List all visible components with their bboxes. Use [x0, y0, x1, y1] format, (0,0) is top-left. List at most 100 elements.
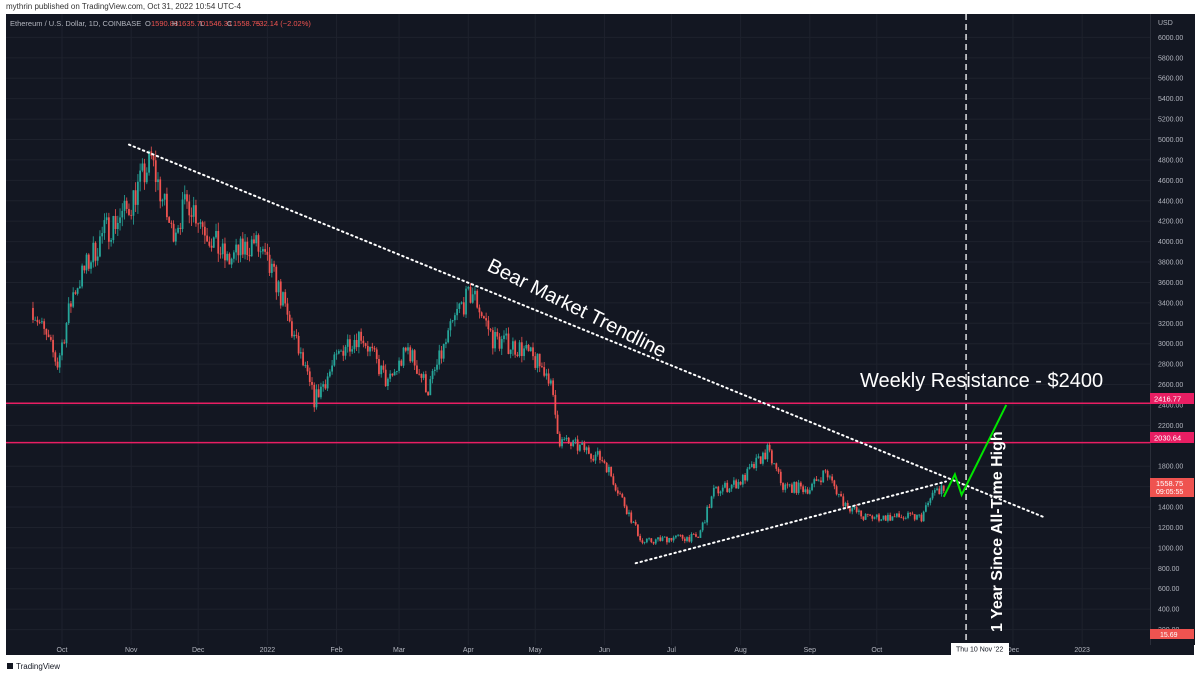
candle-body	[623, 497, 626, 507]
price-tick-label: 3800.00	[1158, 260, 1183, 267]
bear-market-trendline	[127, 143, 1046, 519]
candle-body	[782, 483, 784, 490]
candle-body	[549, 380, 552, 384]
candle-body	[61, 342, 63, 356]
candle-body	[518, 342, 521, 356]
candle-body	[672, 537, 675, 541]
candle-body	[860, 510, 863, 517]
candle-body	[212, 237, 215, 248]
candle-body	[619, 493, 621, 495]
candle-body	[326, 376, 329, 389]
candle-body	[328, 371, 331, 377]
candle-body	[313, 384, 316, 408]
candle-body	[257, 235, 260, 252]
time-tick-label: Mar	[393, 647, 406, 654]
candle-body	[523, 348, 525, 357]
candle-body	[232, 252, 235, 259]
candle-body	[183, 194, 186, 200]
candle-body	[545, 373, 548, 376]
price-tick-label: 1800.00	[1158, 464, 1183, 471]
candle-body	[567, 437, 570, 444]
candle-body	[228, 253, 231, 265]
low-label: L	[200, 19, 204, 28]
candle-body	[409, 347, 412, 362]
candle-body	[933, 489, 936, 493]
candle-body	[451, 320, 454, 322]
candle-body	[590, 453, 592, 459]
candle-body	[132, 190, 135, 216]
candles	[32, 146, 945, 545]
candle-body	[583, 442, 586, 451]
countdown-value: 09:05:55	[1156, 489, 1183, 496]
candle-body	[541, 366, 543, 368]
candle-body	[203, 226, 206, 236]
price-tick-label: 1000.00	[1158, 545, 1183, 552]
candle-body	[835, 486, 838, 495]
candle-body	[168, 217, 171, 223]
candle-body	[349, 339, 351, 352]
time-axis[interactable]	[6, 645, 1150, 655]
price-tick-label: 6000.00	[1158, 35, 1183, 42]
resistance-label-2416: 2416.77	[1154, 395, 1181, 404]
candle-body	[654, 539, 657, 544]
candle-body	[380, 365, 383, 375]
price-ticks: 6000.00 5800.00 5600.00 5400.00 5200.00 5000.…	[1158, 35, 1183, 634]
price-axis[interactable]	[1150, 14, 1195, 645]
candle-body	[34, 319, 37, 321]
candle-body	[139, 170, 142, 182]
candle-body	[898, 513, 900, 518]
candle-body	[206, 235, 208, 242]
candle-body	[657, 537, 659, 540]
candle-body	[215, 231, 217, 238]
resistance-label-2030: 2030.64	[1154, 434, 1181, 443]
candle-body	[422, 374, 425, 378]
candle-body	[674, 535, 677, 538]
tradingview-logo-icon	[7, 663, 13, 669]
footer-logo[interactable]: TradingView	[7, 662, 60, 671]
candle-body	[788, 484, 791, 486]
candle-body	[123, 200, 126, 211]
candle-body	[491, 330, 494, 349]
candle-body	[849, 508, 851, 512]
candle-body	[248, 254, 251, 257]
candle-body	[730, 484, 733, 489]
price-tick-label: 5400.00	[1158, 96, 1183, 103]
bottom-price-value: 15.69	[1160, 632, 1178, 639]
candle-body	[382, 365, 385, 370]
candle-body	[695, 534, 697, 537]
bottom-price-label: 15.69	[1150, 629, 1194, 639]
candle-body	[107, 217, 110, 242]
candle-body	[250, 239, 253, 257]
candle-body	[436, 364, 438, 370]
candle-body	[199, 222, 202, 224]
candle-body	[717, 486, 720, 494]
price-tick-label: 5600.00	[1158, 76, 1183, 83]
candle-body	[692, 534, 695, 535]
candle-body	[779, 471, 782, 484]
candle-body	[628, 512, 630, 515]
candle-body	[538, 353, 541, 367]
candle-body	[353, 339, 356, 350]
candle-body	[456, 308, 459, 316]
candle-body	[900, 517, 903, 519]
candle-body	[67, 303, 70, 324]
candle-body	[433, 369, 436, 371]
candle-body	[940, 485, 943, 495]
candle-body	[632, 521, 635, 523]
candle-body	[909, 512, 912, 514]
candle-body	[398, 360, 400, 371]
candle-body	[402, 347, 405, 366]
close-label: C	[227, 19, 233, 28]
candle-body	[891, 516, 894, 521]
candle-body	[92, 242, 95, 263]
price-tick-label: 4000.00	[1158, 239, 1183, 246]
candle-body	[817, 480, 820, 482]
candle-body	[858, 510, 860, 513]
time-tick-label: Oct	[57, 647, 68, 654]
candle-body	[378, 359, 380, 375]
candle-body	[270, 263, 273, 273]
candle-body	[572, 440, 575, 446]
candle-body	[884, 515, 887, 521]
candle-body	[116, 222, 119, 230]
